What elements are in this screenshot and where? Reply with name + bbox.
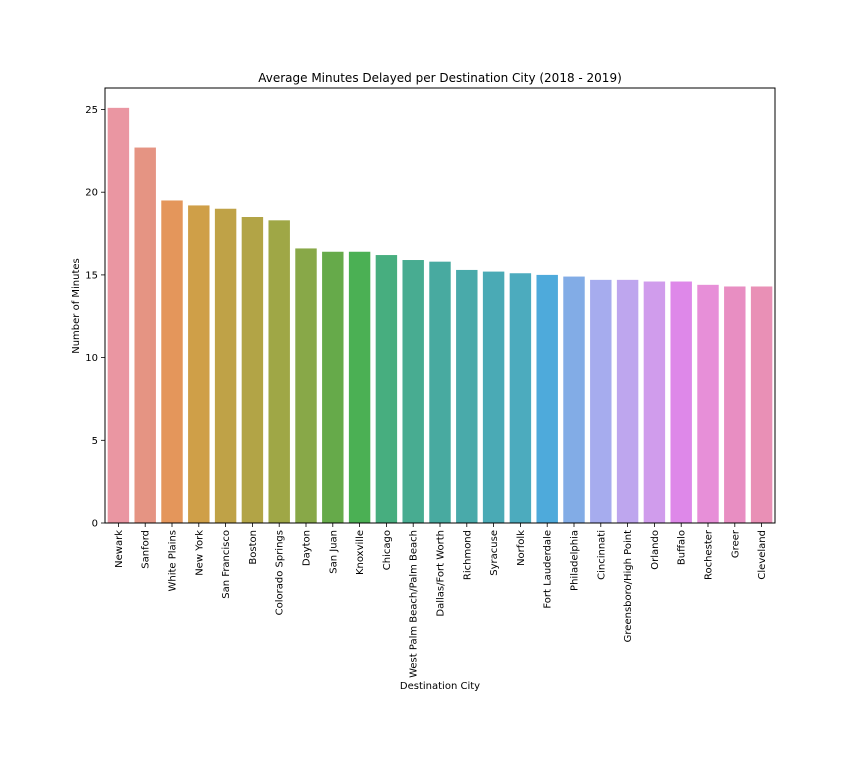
bar-san-francisco [214, 208, 237, 524]
x-tick-label: San Juan [328, 530, 339, 574]
x-tick-label: Chicago [382, 530, 393, 570]
chart-title: Average Minutes Delayed per Destination … [258, 71, 622, 85]
x-tick-label: West Palm Beach/Palm Beach [409, 530, 420, 678]
bar-san-juan [322, 251, 344, 523]
bar-philadelphia [563, 276, 585, 523]
bar-white-plains [161, 200, 183, 523]
x-tick-label: Cincinnati [596, 530, 607, 580]
bar-syracuse [482, 271, 505, 523]
y-tick-label: 0 [92, 519, 98, 530]
x-axis: Newark Sanford White Plains New York San Fra… [114, 523, 768, 678]
x-axis-label: Destination City [400, 681, 480, 692]
y-tick-label: 5 [92, 436, 98, 447]
bar-norfolk [509, 273, 532, 523]
x-tick-label: Greensboro/High Point [623, 530, 634, 642]
x-tick-label: Greer [730, 529, 741, 558]
x-tick-label: Sanford [141, 530, 152, 569]
x-tick-label: Newark [114, 530, 125, 568]
bar-chicago [375, 255, 398, 524]
y-tick-label: 15 [85, 270, 98, 281]
bar-west-palm-beach-palm-beach [402, 260, 424, 523]
plot-frame [104, 87, 776, 524]
y-axis-label: Number of Minutes [71, 258, 82, 354]
x-tick-label: Rochester [704, 529, 715, 580]
y-axis: 0 5 10 15 20 25 [85, 105, 105, 530]
x-tick-label: Buffalo [677, 530, 688, 565]
bar-rochester [697, 284, 719, 523]
bar-boston [241, 217, 264, 523]
y-tick-label: 25 [85, 105, 98, 116]
x-tick-label: Philadelphia [570, 530, 581, 591]
bar-cincinnati [590, 279, 612, 523]
bar-dallas-fort-worth [429, 261, 451, 523]
x-tick-label: Richmond [462, 530, 473, 580]
bar-orlando [643, 281, 666, 523]
x-tick-label: San Francisco [221, 530, 232, 599]
x-tick-label: Dallas/Fort Worth [436, 530, 447, 617]
bar-newark [107, 107, 130, 523]
x-tick-label: Norfolk [516, 530, 527, 566]
x-tick-label: New York [194, 530, 205, 576]
bar-knoxville [348, 251, 371, 523]
bar-new-york [188, 205, 210, 523]
bar-greer [724, 286, 746, 523]
x-tick-label: Knoxville [355, 530, 366, 575]
x-tick-label: White Plains [168, 530, 179, 592]
x-tick-label: Dayton [302, 530, 313, 566]
bar-sanford [134, 147, 156, 524]
bar-cleveland [750, 286, 773, 523]
bar-dayton [295, 248, 317, 523]
x-tick-label: Syracuse [489, 530, 500, 576]
x-tick-label: Fort Lauderdale [543, 530, 554, 609]
bar-colorado-springs [268, 220, 290, 523]
x-tick-label: Boston [248, 530, 259, 565]
y-tick-label: 20 [85, 188, 98, 199]
bar-buffalo [670, 281, 692, 523]
bar-richmond [456, 269, 478, 523]
x-tick-label: Orlando [650, 530, 661, 570]
bar-greensboro-high-point [616, 279, 639, 523]
y-tick-label: 10 [85, 353, 98, 364]
bars-group [107, 107, 773, 524]
x-tick-label: Cleveland [757, 530, 768, 580]
bar-fort-lauderdale [536, 274, 558, 523]
x-tick-label: Colorado Springs [275, 530, 286, 615]
